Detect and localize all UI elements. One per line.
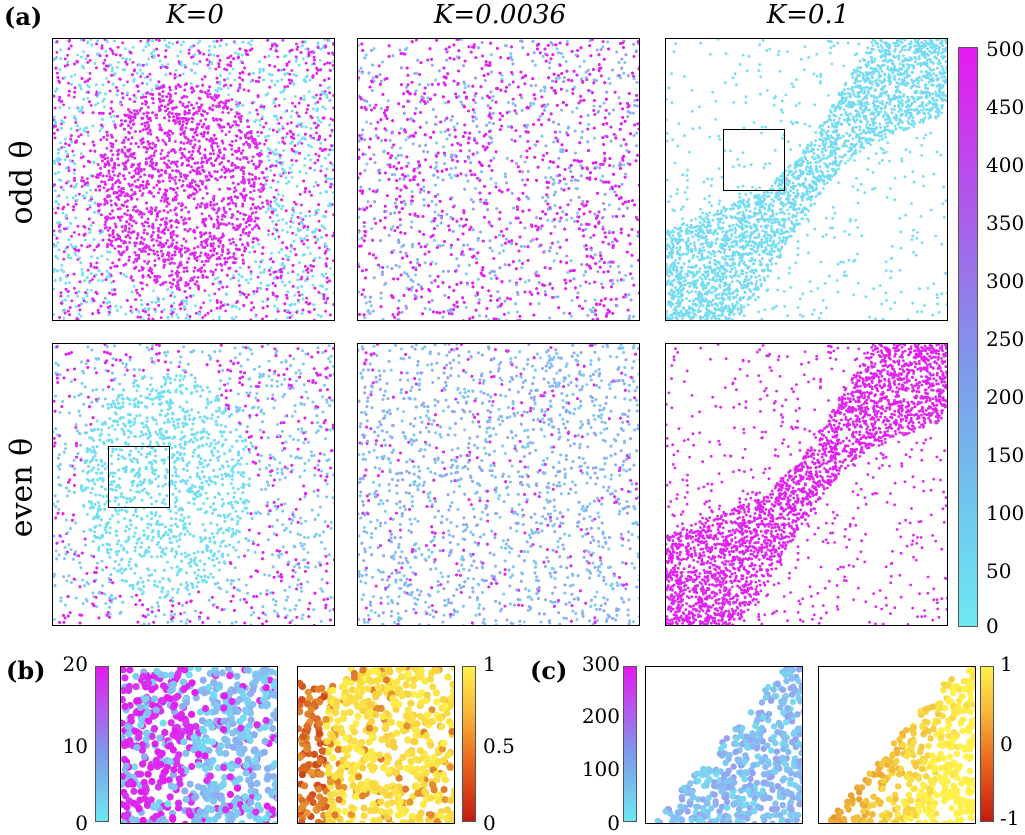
cbar-a-tick: 100	[986, 501, 1024, 525]
cbar-c-left-tick: 300	[560, 652, 620, 676]
panel-b-zoom-value	[120, 666, 278, 824]
cbar-b-left-tick: 10	[28, 734, 88, 758]
panel-odd-k01	[665, 38, 948, 321]
cbar-a-tick: 50	[986, 559, 1011, 583]
zoom-box-b	[108, 446, 170, 508]
panel-c-zoom-value	[645, 666, 803, 824]
row-title-odd: odd θ	[5, 73, 40, 293]
cbar-b-right-tick: 0.5	[483, 734, 515, 758]
colorbar-b-right	[462, 666, 476, 822]
panel-label-a: (a)	[4, 2, 42, 31]
cbar-a-tick: 150	[986, 443, 1024, 467]
zoom-box-c	[723, 129, 785, 191]
row-title-even: even θ	[5, 378, 40, 598]
panel-even-k01	[665, 343, 948, 626]
cbar-a-tick: 0	[986, 614, 999, 638]
colorbar-c-left	[623, 666, 637, 822]
panel-b-zoom-order	[297, 666, 455, 824]
panel-even-k00036	[357, 343, 640, 626]
cbar-c-left-tick: 0	[560, 811, 620, 835]
panel-c-zoom-order	[818, 666, 976, 824]
cbar-a-tick: 250	[986, 327, 1024, 351]
colorbar-c-right	[980, 666, 994, 822]
cbar-b-right-tick: 1	[483, 652, 496, 676]
cbar-c-left-tick: 100	[560, 757, 620, 781]
panel-odd-k0	[52, 38, 335, 321]
cbar-c-right-tick: 0	[1000, 732, 1013, 756]
column-title-k01: K=0.1	[658, 0, 958, 30]
cbar-a-tick: 450	[986, 95, 1024, 119]
cbar-b-left-tick: 0	[28, 811, 88, 835]
colorbar-a	[958, 47, 978, 627]
cbar-a-tick: 300	[986, 269, 1024, 293]
cbar-c-left-tick: 200	[560, 704, 620, 728]
column-title-k00036: K=0.0036	[350, 0, 650, 30]
cbar-b-right-tick: 0	[483, 811, 496, 835]
cbar-a-tick: 350	[986, 211, 1024, 235]
cbar-a-tick: 500	[986, 37, 1024, 61]
column-title-k0: K=0	[45, 0, 345, 30]
cbar-c-right-tick: 1	[1000, 652, 1013, 676]
cbar-a-tick: 400	[986, 153, 1024, 177]
cbar-b-left-tick: 20	[28, 652, 88, 676]
colorbar-b-left	[95, 666, 109, 822]
panel-even-k0	[52, 343, 335, 626]
cbar-c-right-tick: -1	[1000, 806, 1019, 830]
cbar-a-tick: 200	[986, 385, 1024, 409]
panel-odd-k00036	[357, 38, 640, 321]
